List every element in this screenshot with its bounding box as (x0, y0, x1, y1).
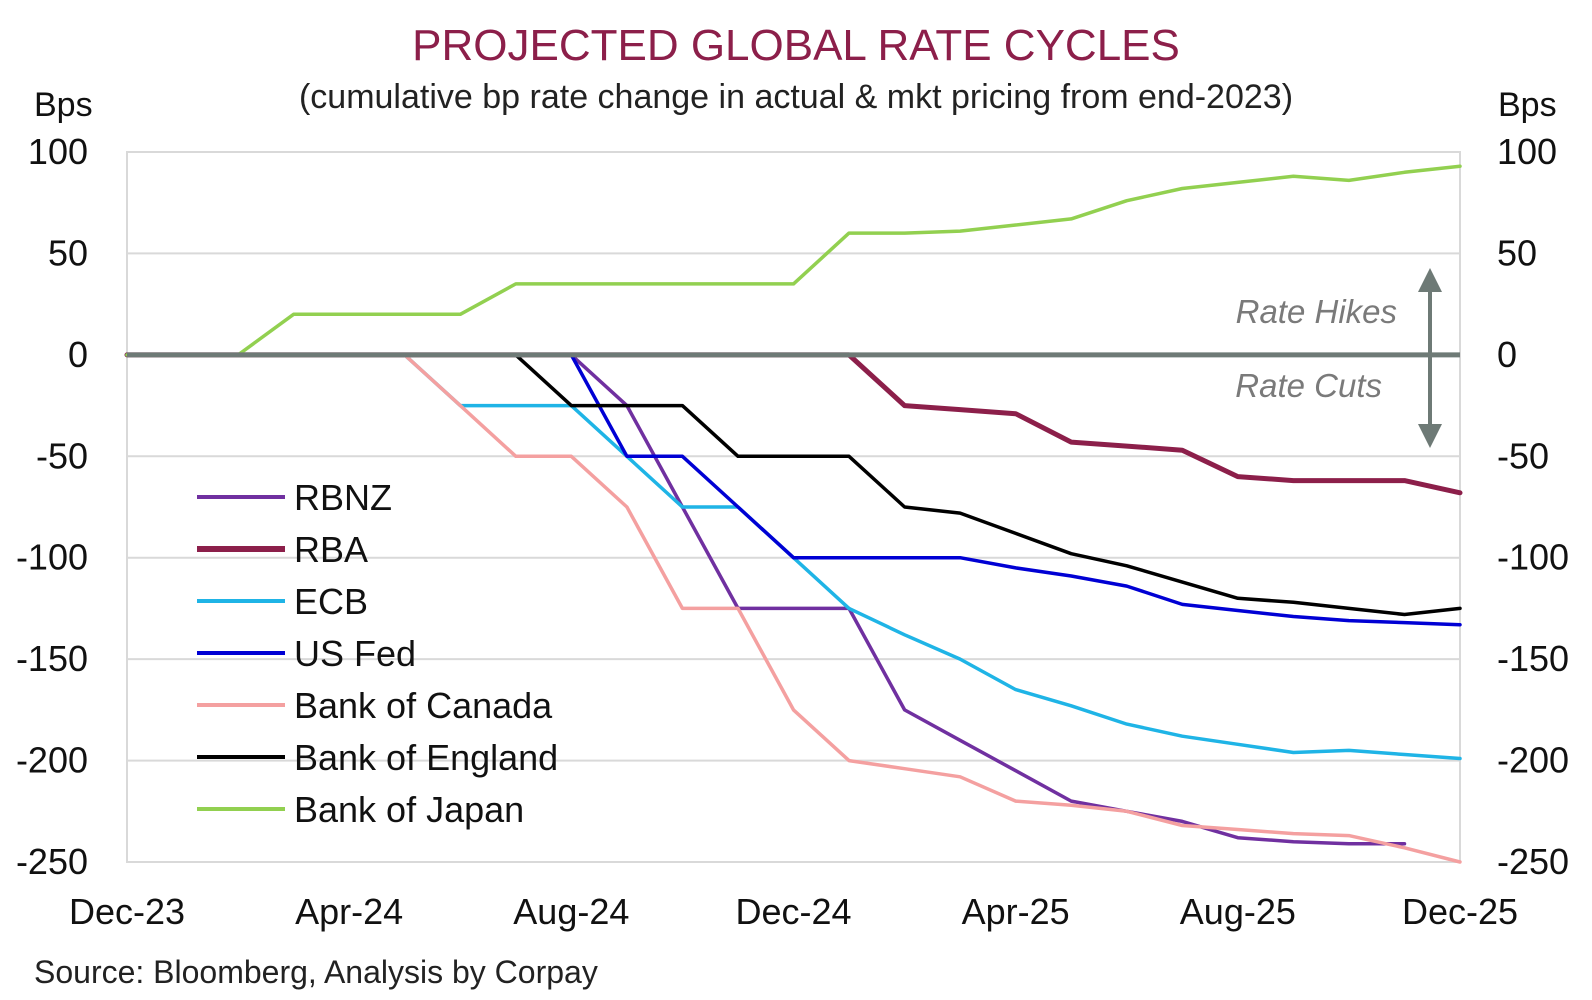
series-lines (124, 164, 1463, 864)
hikes-arrow-head-icon (1418, 268, 1442, 292)
x-tick-label: Apr-25 (962, 891, 1070, 932)
y-tick-label-right: -250 (1497, 841, 1569, 882)
hikes-cuts-annotation: Rate Hikes Rate Cuts (1235, 268, 1442, 448)
y-tick-label-right: 50 (1497, 232, 1537, 273)
chart-subtitle: (cumulative bp rate change in actual & m… (299, 78, 1293, 116)
y-tick-label-left: 50 (48, 232, 88, 273)
x-tick-label: Dec-25 (1402, 891, 1518, 932)
y-tick-label-left: 100 (28, 131, 88, 172)
legend-label-rba: RBA (294, 529, 368, 570)
y-tick-label-right: 0 (1497, 334, 1517, 375)
x-tick-label: Dec-24 (735, 891, 851, 932)
x-tick-label: Dec-23 (69, 891, 185, 932)
y-tick-label-right: -200 (1497, 740, 1569, 781)
series-line-bank-of-japan (125, 164, 1462, 357)
chart-title: PROJECTED GLOBAL RATE CYCLES (412, 21, 1180, 70)
y-tick-label-right: -150 (1497, 638, 1569, 679)
y-tick-label-left: -50 (36, 435, 88, 476)
legend: RBNZ RBA ECB US Fed Bank of Canada Bank of En… (197, 477, 558, 830)
rate-cuts-label: Rate Cuts (1235, 367, 1382, 404)
y-tick-label-right: 100 (1497, 131, 1557, 172)
legend-label-bank-of-england: Bank of England (294, 737, 558, 778)
y-tick-label-right: -100 (1497, 537, 1569, 578)
legend-label-ecb: ECB (294, 581, 368, 622)
y-tick-label-left: -150 (16, 638, 88, 679)
y-axis-unit-right: Bps (1498, 86, 1557, 124)
cuts-arrow-head-icon (1418, 424, 1442, 448)
y-tick-label-left: -200 (16, 740, 88, 781)
axis-ticks: 100 100 50 50 0 0 -50 -50 -100 -100 -150 -150 -200 -2… (16, 131, 1569, 932)
legend-label-bank-of-canada: Bank of Canada (294, 685, 553, 726)
legend-label-rbnz: RBNZ (294, 477, 392, 518)
y-tick-label-left: -250 (16, 841, 88, 882)
gridlines (126, 151, 1461, 863)
x-tick-label: Apr-24 (295, 891, 403, 932)
y-tick-label-right: -50 (1497, 435, 1549, 476)
y-tick-label-left: -100 (16, 537, 88, 578)
rate-hikes-label: Rate Hikes (1236, 293, 1397, 330)
x-tick-label: Aug-25 (1180, 891, 1296, 932)
source-note: Source: Bloomberg, Analysis by Corpay (34, 954, 598, 990)
y-axis-unit-left: Bps (34, 86, 93, 124)
x-tick-label: Aug-24 (513, 891, 629, 932)
legend-label-us-fed: US Fed (294, 633, 416, 674)
y-tick-label-left: 0 (68, 334, 88, 375)
legend-label-bank-of-japan: Bank of Japan (294, 789, 524, 830)
